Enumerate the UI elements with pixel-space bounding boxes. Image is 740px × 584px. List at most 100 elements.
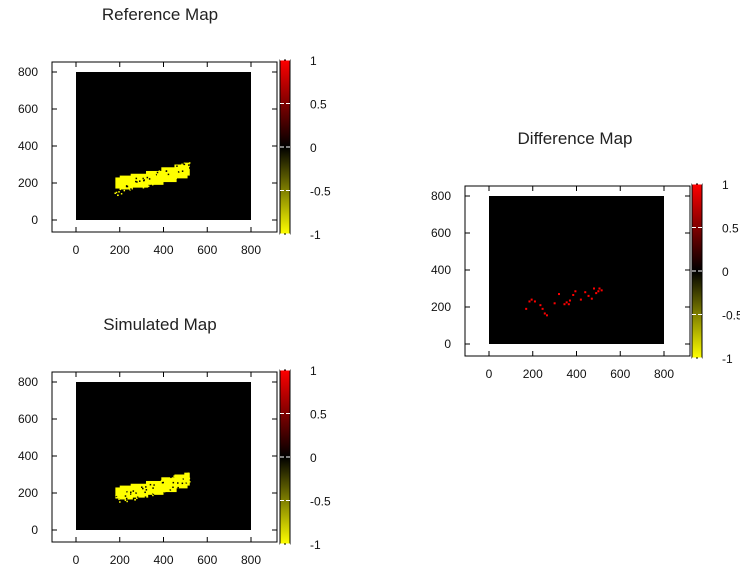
heatmap-pixel: [133, 180, 135, 182]
heatmap-pixel: [588, 295, 590, 297]
heatmap-pixel: [531, 299, 533, 301]
heatmap-pixel: [569, 300, 571, 302]
x-tick-label: 400: [153, 553, 173, 567]
heatmap-pixel: [147, 179, 149, 181]
heatmap-pixel: [161, 181, 163, 183]
heatmap-pixel: [139, 180, 141, 182]
heatmap-pixel: [174, 172, 176, 174]
heatmap-pixel: [554, 302, 556, 304]
heatmap-pixel: [136, 181, 138, 183]
x-tick-label: 800: [241, 243, 261, 257]
heatmap-pixel: [148, 487, 150, 489]
heatmap-pixel: [580, 299, 582, 301]
heatmap-pixel: [188, 164, 190, 166]
heatmap-pixel: [143, 176, 145, 178]
heatmap-pixel: [568, 303, 570, 305]
y-tick-label: 200: [431, 300, 451, 314]
heatmap-pixel: [160, 175, 162, 177]
colorbar-tick-label: 0.5: [310, 98, 327, 112]
x-tick-label: 600: [610, 367, 630, 381]
heatmap-pixel: [133, 490, 135, 492]
heatmap-pixel: [162, 482, 164, 484]
heatmap-pixel: [159, 170, 161, 172]
heatmap-pixel: [135, 488, 137, 490]
y-tick-label: 200: [18, 176, 38, 190]
heatmap-pixel: [188, 170, 190, 172]
heatmap-pixel: [125, 500, 127, 502]
colorbar-tick-label: -1: [722, 352, 733, 366]
colorbar-tick-label: 1: [722, 178, 729, 192]
y-tick-label: 0: [31, 213, 38, 227]
heatmap-pixel: [184, 164, 186, 166]
heatmap-pixel: [141, 486, 143, 488]
heatmap-pixel: [130, 188, 132, 190]
heatmap-pixel: [134, 493, 136, 495]
heatmap-pixel: [159, 488, 161, 490]
heatmap-pixel: [168, 174, 170, 176]
heatmap-pixel: [544, 312, 546, 314]
heatmap-pixel: [172, 487, 174, 489]
y-tick-label: 800: [18, 65, 38, 79]
heatmap-pixel: [591, 298, 593, 300]
heatmap-pixel: [182, 483, 184, 485]
heatmap-pixel: [558, 293, 560, 295]
heatmap-pixel: [145, 183, 147, 185]
heatmap-pixel: [136, 498, 138, 500]
heatmap-pixel: [154, 181, 156, 183]
heatmap-pixel: [131, 493, 133, 495]
colorbar-tick-label: 0.5: [722, 222, 739, 236]
heatmap-pixel: [117, 500, 119, 502]
heatmap-pixel: [170, 477, 172, 479]
heatmap-pixel: [188, 473, 190, 475]
heatmap-pixel: [171, 480, 173, 482]
y-tick-label: 800: [431, 189, 451, 203]
heatmap-pixel: [166, 172, 168, 174]
colorbar-tick-label: 1: [310, 364, 317, 378]
heatmap-pixel: [157, 490, 159, 492]
heatmap-pixel: [117, 494, 119, 496]
heatmap-pixel: [162, 486, 164, 488]
heatmap-pixel: [169, 170, 171, 172]
heatmap-pixel: [176, 477, 178, 479]
heatmap-pixel: [566, 301, 568, 303]
colorbar: 1 0.5 0 -0.5 -1: [692, 178, 740, 366]
colorbar: 1 0.5 0 -0.5 -1: [280, 364, 331, 552]
chart-title: Difference Map: [518, 129, 633, 148]
heatmap-pixel: [118, 191, 120, 193]
heatmap-pixel: [189, 478, 191, 480]
heatmap-pixel: [124, 190, 126, 192]
x-tick-label: 0: [486, 367, 493, 381]
heatmap-pixel: [151, 485, 153, 487]
heatmap-background: [76, 382, 251, 530]
colorbar-tick-label: 0: [310, 141, 317, 155]
heatmap-pixel: [130, 492, 132, 494]
colorbar-tick-label: -1: [310, 538, 321, 552]
heatmap-pixel: [123, 187, 125, 189]
heatmap-pixel: [128, 491, 130, 493]
heatmap-pixel: [542, 308, 544, 310]
heatmap-pixel: [142, 488, 144, 490]
heatmap-pixel: [153, 483, 155, 485]
heatmap-pixel: [182, 170, 184, 172]
heatmap-pixel: [124, 184, 126, 186]
heatmap-pixel: [164, 489, 166, 491]
heatmap-pixel: [166, 487, 168, 489]
x-tick-label: 800: [241, 553, 261, 567]
heatmap-pixel: [189, 481, 191, 483]
heatmap-pixel: [140, 176, 142, 178]
colorbar-tick-label: 0: [310, 451, 317, 465]
heatmap-pixel: [601, 289, 603, 291]
x-tick-label: 400: [153, 243, 173, 257]
x-tick-label: 0: [73, 553, 80, 567]
heatmap-pixel: [187, 476, 189, 478]
heatmap-pixel: [131, 180, 133, 182]
colorbar-tick-label: 1: [310, 54, 317, 68]
x-tick-label: 200: [110, 243, 130, 257]
heatmap-pixel: [176, 165, 178, 167]
heatmap-pixel: [164, 170, 166, 172]
heatmap-pixel: [593, 288, 595, 290]
heatmap-pixel: [143, 187, 145, 189]
simulated-map: Simulated Map0 200 400 600 80002004006008001…: [18, 315, 331, 567]
heatmap-pixel: [597, 290, 599, 292]
heatmap-pixel: [598, 288, 600, 290]
